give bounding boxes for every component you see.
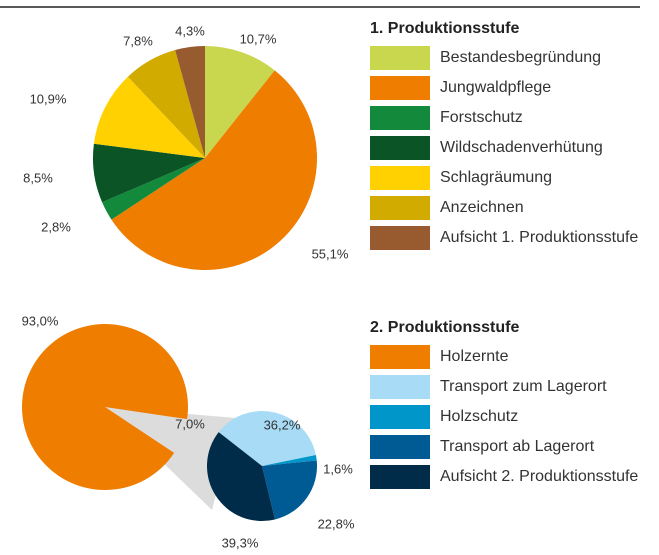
legend-label: Aufsicht 1. Produk­tionsstufe <box>440 229 639 246</box>
pie-slice <box>262 460 317 520</box>
legend-item: Holzschutz <box>370 405 655 429</box>
legend-item: Anzeichnen <box>370 196 655 220</box>
legend-item: Schlagräumung <box>370 166 655 190</box>
pie-slice <box>205 46 275 158</box>
data-label: 39,3% <box>222 535 259 550</box>
legend-swatch <box>370 405 430 429</box>
pie-slice <box>111 70 317 270</box>
legend-label: Schlagräumung <box>440 169 553 186</box>
pie-slice <box>218 411 316 466</box>
data-label: 22,8% <box>318 516 355 531</box>
legend-swatch <box>370 435 430 459</box>
legend: 2. Produktionsstufe Holzernte Transport z… <box>370 317 655 495</box>
legend-label: Transport zum Lagerort <box>440 378 607 395</box>
pie-slice <box>102 158 205 220</box>
legend-swatch <box>370 465 430 489</box>
pie-slice <box>127 50 205 158</box>
legend-swatch <box>370 226 430 250</box>
legend: 1. Produktionsstufe Bestandesbegründung J… <box>370 18 655 256</box>
legend-label: Transport ab Lagerort <box>440 438 595 455</box>
pie-slice <box>262 454 317 466</box>
data-label: 93,0% <box>22 313 59 328</box>
pie-slice <box>93 143 205 203</box>
data-label: 36,2% <box>264 417 301 432</box>
legend-swatch <box>370 76 430 100</box>
legend-swatch <box>370 375 430 399</box>
legend-swatch <box>370 106 430 130</box>
legend-item: Wildschadenverhütung <box>370 136 655 160</box>
legend-title: 1. Produktionsstufe <box>370 20 520 37</box>
pie-slice <box>207 432 275 521</box>
legend-label: Forstschutz <box>440 109 523 126</box>
legend-item: Bestandesbegründung <box>370 46 655 70</box>
data-label: 7,0% <box>175 416 205 431</box>
data-label: 7,8% <box>123 33 153 48</box>
legend-item: Transport zum Lagerort <box>370 375 655 399</box>
legend-swatch <box>370 136 430 160</box>
data-label: 8,5% <box>23 170 53 185</box>
data-label: 1,6% <box>323 461 353 476</box>
legend-swatch <box>370 345 430 369</box>
legend-label: Holzschutz <box>440 408 519 425</box>
legend-item: Forstschutz <box>370 106 655 130</box>
legend-label: Holzernte <box>440 348 509 365</box>
legend-item: Jungwaldpflege <box>370 76 655 100</box>
legend-label: Aufsicht 2. Produk­tionsstufe <box>440 468 639 485</box>
legend-label: Bestandesbegründung <box>440 49 602 66</box>
data-label: 10,7% <box>240 31 277 46</box>
legend-title: 2. Produktionsstufe <box>370 319 520 336</box>
data-label: 55,1% <box>312 246 349 261</box>
data-label: 4,3% <box>175 23 205 38</box>
legend-item: Aufsicht 1. Produk­tionsstufe <box>370 226 655 250</box>
data-label: 10,9% <box>30 91 67 106</box>
legend-item: Holzernte <box>370 345 655 369</box>
legend-swatch <box>370 166 430 190</box>
pie-slice <box>93 76 205 158</box>
pie-slice <box>21 323 188 490</box>
legend-label: Wildschadenverhütung <box>440 139 603 156</box>
legend-item: Transport ab Lagerort <box>370 435 655 459</box>
legend-item: Aufsicht 2. Produk­tionsstufe <box>370 465 655 489</box>
legend-swatch <box>370 46 430 70</box>
legend-label: Anzeichnen <box>440 199 524 216</box>
legend-label: Jungwaldpflege <box>440 79 552 96</box>
pie-slice <box>175 46 205 158</box>
legend-swatch <box>370 196 430 220</box>
data-label: 2,8% <box>41 219 71 234</box>
